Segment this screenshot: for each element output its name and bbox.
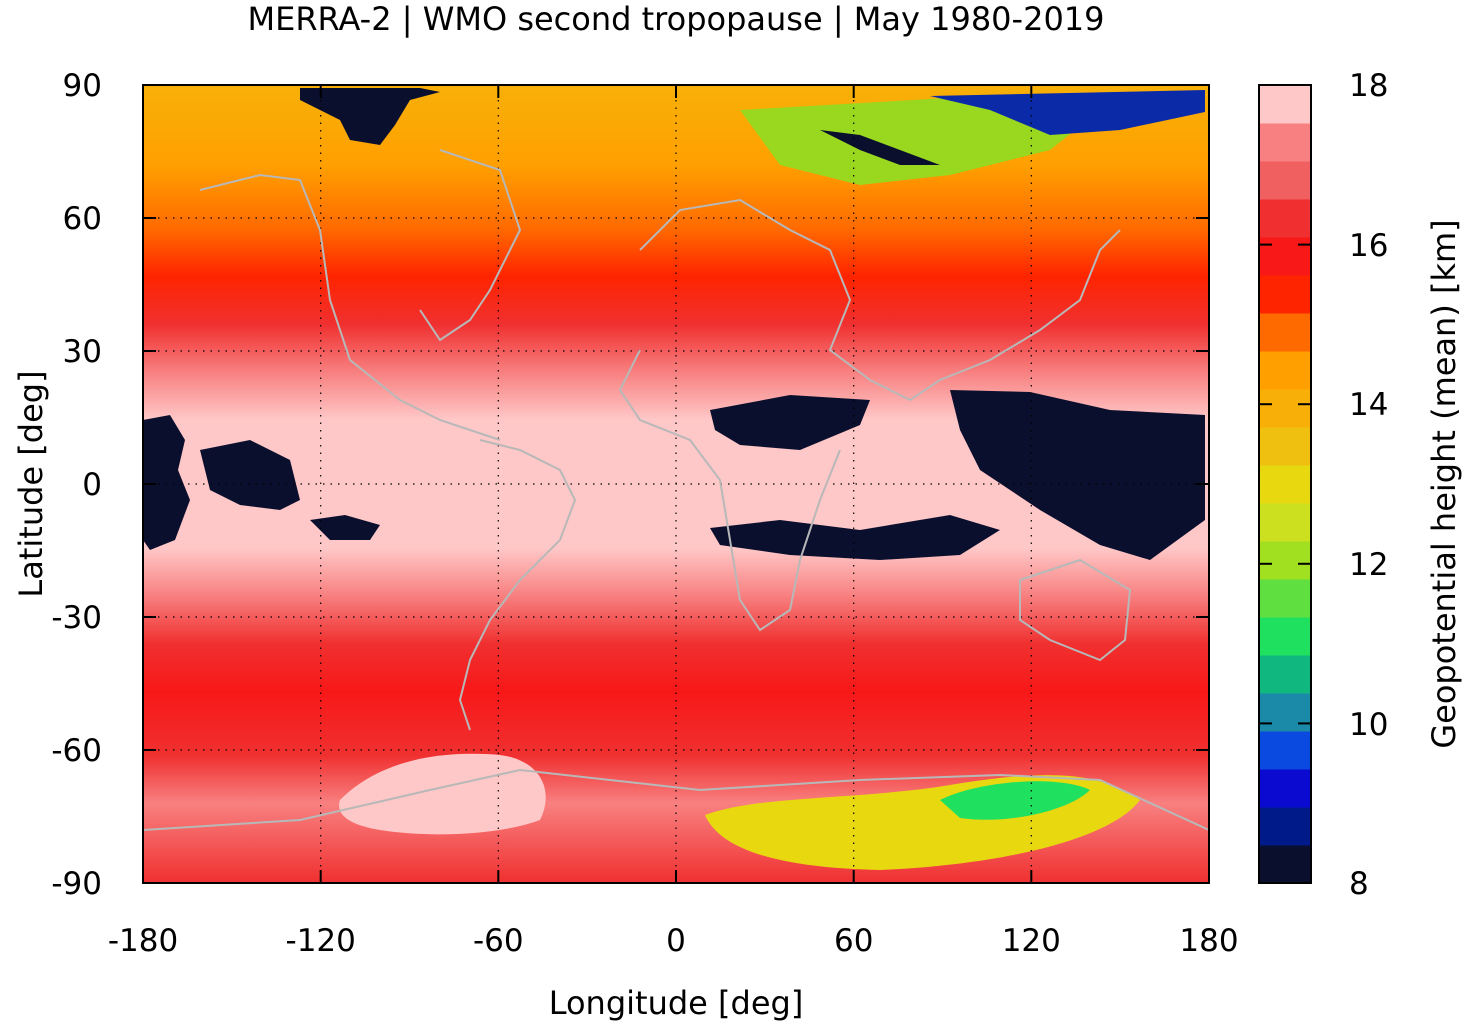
chart-title: MERRA-2 | WMO second tropopause | May 19… xyxy=(247,0,1104,38)
colorbar-swatch xyxy=(1259,389,1311,428)
colorbar-swatch xyxy=(1259,199,1311,238)
colorbar-swatch xyxy=(1259,313,1311,352)
colorbar-swatch xyxy=(1259,655,1311,694)
colorbar-tick-label: 14 xyxy=(1349,387,1388,423)
colorbar-swatch xyxy=(1259,541,1311,580)
colorbar-swatch xyxy=(1259,731,1311,770)
x-tick-label: -180 xyxy=(108,923,178,959)
y-tick-marks xyxy=(143,84,1209,884)
colorbar-swatch xyxy=(1259,807,1311,846)
colorbar-frame xyxy=(1258,84,1312,884)
colorbar-tick-label: 12 xyxy=(1349,547,1388,583)
colorbar-tick-label: 10 xyxy=(1349,707,1388,743)
antarctic-green-region xyxy=(940,781,1090,820)
colorbar-swatch xyxy=(1259,693,1311,732)
colorbar-swatch xyxy=(1259,275,1311,314)
colorbar-tick-label: 16 xyxy=(1349,228,1388,264)
colorbar-swatch xyxy=(1259,427,1311,466)
colorbar-tick-label: 8 xyxy=(1349,866,1369,902)
colorbar-swatch xyxy=(1259,617,1311,656)
x-tick-labels: -180 -120 -60 0 60 120 180 xyxy=(108,923,1239,959)
x-tick-label: 0 xyxy=(666,923,686,959)
antarctic-light-pink-region xyxy=(339,753,546,835)
x-tick-marks xyxy=(142,85,1210,883)
colorbar-swatch xyxy=(1259,845,1311,884)
colorbar-swatch xyxy=(1259,769,1311,808)
colorbar-swatch xyxy=(1259,579,1311,618)
grid-lines xyxy=(143,85,1209,883)
coastlines xyxy=(143,149,1209,831)
y-tick-label: 30 xyxy=(63,334,102,370)
x-tick-label: -120 xyxy=(286,923,356,959)
y-tick-label: -90 xyxy=(51,866,102,902)
colorbar-swatch xyxy=(1259,503,1311,542)
x-tick-label: -60 xyxy=(473,923,524,959)
y-tick-label: 60 xyxy=(63,201,102,237)
y-tick-label: 0 xyxy=(82,467,102,503)
y-tick-label: -60 xyxy=(51,733,102,769)
colorbar-tick-labels: 18 16 14 12 10 8 xyxy=(1349,68,1388,902)
x-tick-label: 60 xyxy=(834,923,873,959)
colorbar-swatch xyxy=(1259,85,1311,124)
plot-area xyxy=(143,85,1209,883)
y-tick-label: 90 xyxy=(63,68,102,104)
colorbar-tick-marks xyxy=(1259,84,1311,884)
tropical-low-patches xyxy=(143,390,1205,560)
colorbar-label: Geopotential height (mean) [km] xyxy=(1425,219,1463,748)
colorbar: 18 16 14 12 10 8 Geopotential height (me… xyxy=(1258,68,1463,902)
y-tick-labels: 90 60 30 0 -30 -60 -90 xyxy=(51,68,102,902)
y-tick-label: -30 xyxy=(51,600,102,636)
x-tick-label: 120 xyxy=(1002,923,1061,959)
y-axis-label: Latitude [deg] xyxy=(12,370,50,597)
colorbar-swatch xyxy=(1259,123,1311,162)
arctic-low-region-east xyxy=(930,90,1205,135)
x-tick-label: 180 xyxy=(1179,923,1238,959)
arctic-deep-low-east xyxy=(820,130,940,165)
colorbar-swatch xyxy=(1259,465,1311,504)
colorbar-swatch xyxy=(1259,237,1311,276)
colorbar-swatches xyxy=(1259,85,1311,884)
arctic-low-region-west xyxy=(300,88,440,145)
x-axis-label: Longitude [deg] xyxy=(549,984,804,1022)
colorbar-swatch xyxy=(1259,161,1311,200)
colorbar-swatch xyxy=(1259,351,1311,390)
colorbar-tick-label: 18 xyxy=(1349,68,1388,104)
